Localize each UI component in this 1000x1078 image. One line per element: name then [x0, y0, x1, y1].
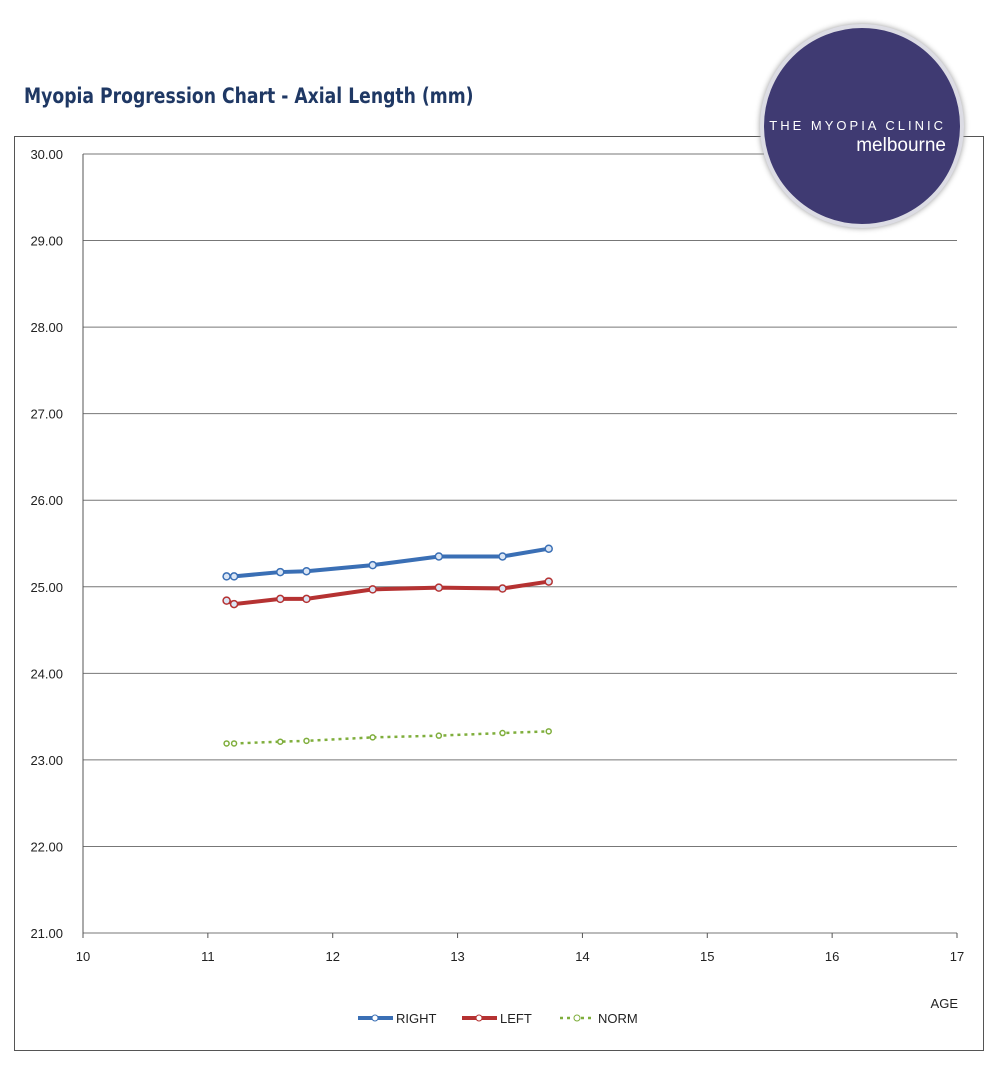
y-tick-label: 27.00	[30, 407, 63, 422]
data-point-left	[498, 584, 507, 593]
data-point-right	[222, 572, 231, 581]
data-point-left	[368, 585, 377, 594]
y-tick-label: 24.00	[30, 666, 63, 681]
x-tick-label: 17	[950, 949, 964, 964]
logo-line2: melbourne	[856, 135, 946, 156]
data-point-norm	[223, 740, 230, 747]
x-tick-label: 12	[325, 949, 339, 964]
x-axis-label: AGE	[931, 996, 959, 1011]
legend-marker	[371, 1014, 379, 1022]
data-point-right	[229, 572, 239, 581]
x-tick-label: 13	[450, 949, 464, 964]
y-tick-label: 22.00	[30, 839, 63, 854]
legend-label: NORM	[598, 1011, 638, 1026]
x-tick-label: 10	[76, 949, 90, 964]
data-point-norm	[230, 740, 238, 747]
data-point-right	[498, 552, 507, 561]
legend-label: LEFT	[500, 1011, 532, 1026]
data-point-norm	[303, 737, 310, 745]
logo-line1: THE MYOPIA CLINIC	[769, 118, 946, 133]
x-tick-label: 16	[825, 949, 839, 964]
data-point-norm	[545, 728, 552, 735]
x-tick-label: 14	[575, 949, 589, 964]
data-point-right	[276, 567, 285, 577]
x-tick-label: 15	[700, 949, 714, 964]
data-point-left	[229, 599, 239, 609]
x-tick-label: 11	[201, 949, 215, 964]
y-tick-label: 25.00	[30, 580, 63, 595]
legend-marker	[573, 1014, 581, 1022]
data-point-left	[222, 596, 231, 605]
y-tick-label: 30.00	[30, 147, 63, 162]
y-tick-label: 26.00	[30, 493, 63, 508]
y-tick-label: 29.00	[30, 234, 63, 249]
y-tick-label: 21.00	[30, 926, 63, 941]
series-line-left	[225, 579, 550, 607]
data-point-right	[368, 560, 377, 570]
data-point-norm	[277, 738, 284, 745]
data-point-left	[434, 583, 444, 592]
series-line-norm	[226, 730, 549, 745]
data-point-norm	[369, 734, 376, 741]
chart-title: Myopia Progression Chart - Axial Length …	[24, 84, 474, 108]
data-point-right	[434, 552, 444, 561]
series-line-right	[226, 546, 550, 579]
data-point-right	[544, 544, 553, 553]
clinic-logo: THE MYOPIA CLINIC melbourne	[760, 24, 964, 228]
data-point-left	[302, 594, 311, 604]
data-point-norm	[499, 729, 506, 737]
y-tick-label: 28.00	[30, 320, 63, 335]
legend-label: RIGHT	[396, 1011, 437, 1026]
data-point-right	[302, 566, 311, 576]
legend-marker	[475, 1014, 483, 1022]
data-point-left	[544, 577, 553, 586]
y-tick-label: 23.00	[30, 753, 63, 768]
data-point-left	[276, 594, 285, 604]
chart-frame	[14, 136, 984, 1051]
data-point-norm	[435, 732, 443, 739]
